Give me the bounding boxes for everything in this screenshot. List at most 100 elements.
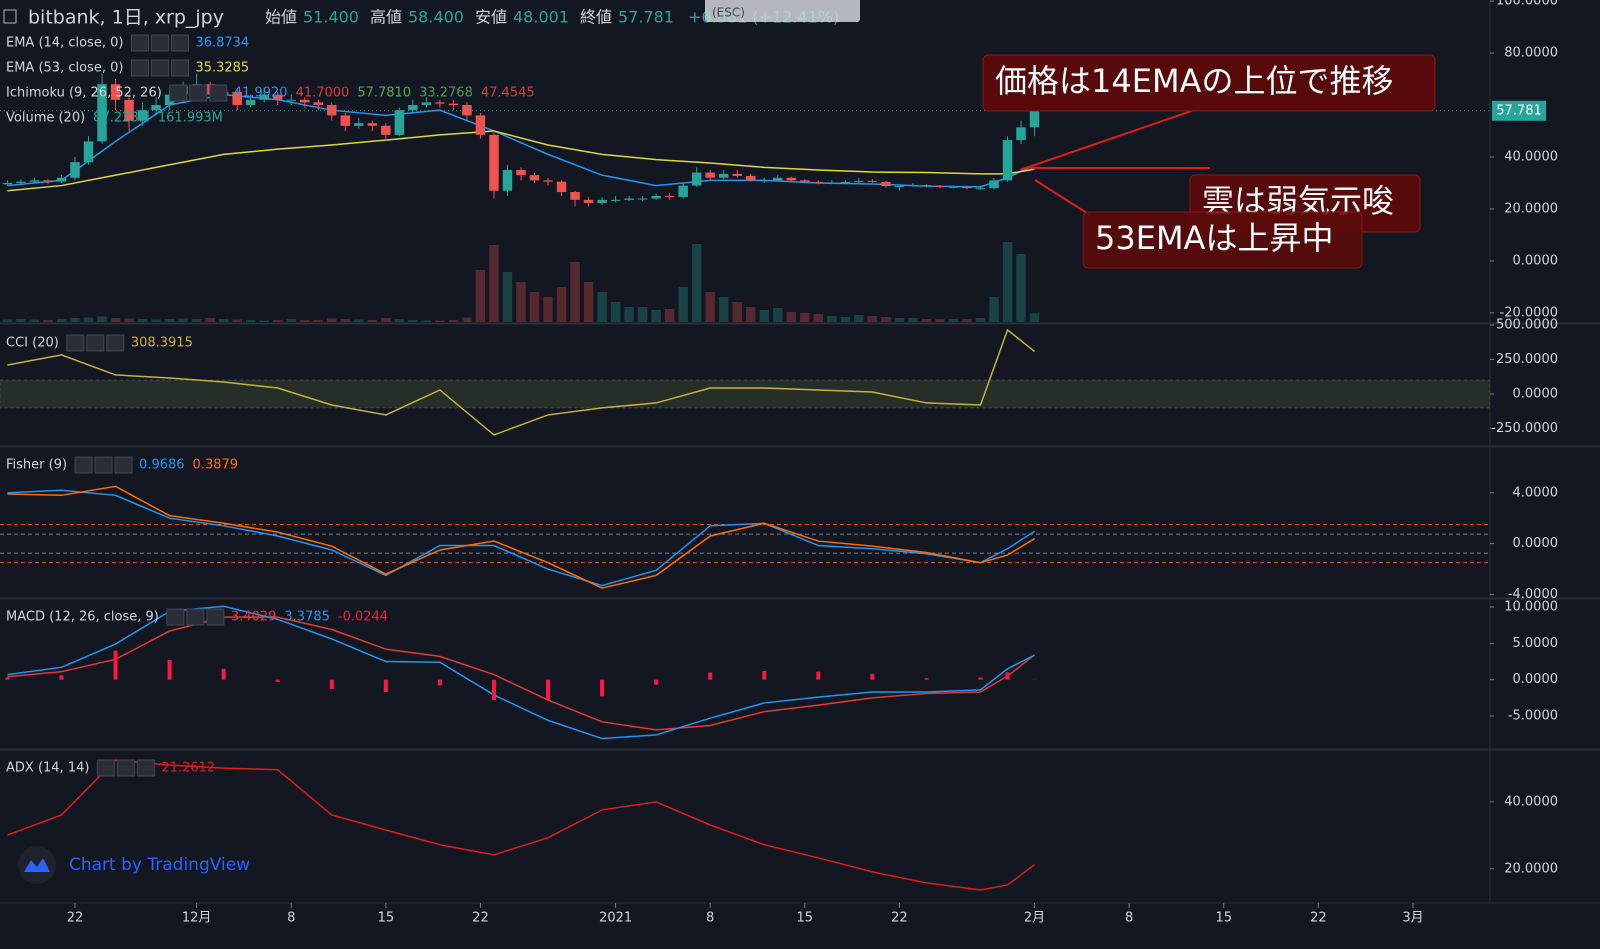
legend-control[interactable] bbox=[130, 34, 149, 52]
legend-control[interactable] bbox=[94, 456, 113, 474]
volume-bar bbox=[381, 318, 391, 322]
legend-name: EMA (53, close, 0) bbox=[6, 61, 123, 76]
legend-control[interactable] bbox=[66, 334, 85, 352]
last-price-box bbox=[1492, 100, 1546, 121]
legend-control[interactable] bbox=[130, 59, 149, 77]
histogram-bar bbox=[978, 677, 983, 680]
candle-body bbox=[678, 185, 688, 197]
volume-bar bbox=[205, 318, 215, 322]
x-tick-label: 8 bbox=[1125, 911, 1133, 926]
candle-body bbox=[800, 180, 810, 182]
histogram-bar bbox=[600, 679, 605, 697]
volume-bar bbox=[245, 320, 256, 322]
volume-bar bbox=[178, 318, 188, 322]
candle-body bbox=[489, 134, 499, 191]
legend-control[interactable] bbox=[150, 34, 169, 52]
legend-control[interactable] bbox=[170, 34, 189, 52]
volume-bar bbox=[516, 282, 526, 322]
legend-value: 0.3879 bbox=[193, 458, 239, 473]
volume-bar bbox=[43, 320, 53, 322]
ohlc-value: 48.001 bbox=[513, 8, 569, 27]
watermark-logo[interactable] bbox=[18, 846, 56, 884]
legend-value: 47.4545 bbox=[481, 86, 535, 101]
histogram-bar bbox=[654, 679, 659, 685]
histogram-bar bbox=[383, 679, 388, 693]
candle-body bbox=[110, 84, 121, 100]
legend-control[interactable] bbox=[189, 84, 208, 102]
y-tick-label: -20.0000 bbox=[1500, 305, 1558, 320]
legend-control[interactable] bbox=[116, 759, 135, 777]
candle-body bbox=[529, 175, 540, 181]
legend-control[interactable] bbox=[206, 608, 225, 626]
volume-bar bbox=[300, 320, 310, 322]
legend-control[interactable] bbox=[209, 84, 228, 102]
annotation-text: 価格は14EMAの上位で推移 bbox=[995, 62, 1393, 100]
candle-body bbox=[56, 177, 67, 182]
candle-body bbox=[340, 115, 351, 126]
symbol-title: bitbank, 1日, xrp_jpy bbox=[28, 7, 224, 29]
y-tick-label: -5.0000 bbox=[1508, 709, 1558, 724]
volume-bar bbox=[286, 319, 296, 322]
candle-body bbox=[408, 104, 418, 111]
histogram-bar bbox=[5, 677, 10, 680]
candle-body bbox=[43, 180, 53, 182]
histogram-bar bbox=[816, 671, 821, 680]
legend-control[interactable] bbox=[186, 608, 205, 626]
pane bbox=[7, 759, 1036, 891]
x-tick-label: 2021 bbox=[599, 911, 632, 926]
candle-body bbox=[556, 181, 567, 193]
y-tick-label: 40.0000 bbox=[1504, 149, 1558, 164]
indicator-line bbox=[7, 328, 1036, 436]
candle-body bbox=[732, 173, 742, 176]
legend-control[interactable] bbox=[169, 84, 188, 102]
candle-body bbox=[543, 180, 553, 182]
legend-control[interactable] bbox=[166, 608, 185, 626]
volume-bar bbox=[1016, 254, 1026, 322]
histogram-bar bbox=[708, 672, 713, 680]
volume-bar bbox=[2, 319, 13, 322]
ohlc-value: 58.400 bbox=[408, 8, 464, 27]
histogram-bar bbox=[437, 679, 442, 686]
legend-name: ADX (14, 14) bbox=[6, 761, 89, 776]
histogram-bar bbox=[762, 670, 767, 680]
y-tick-label: 5.0000 bbox=[1513, 636, 1559, 651]
legend-control[interactable] bbox=[96, 759, 115, 777]
legend-value: 35.3285 bbox=[195, 61, 249, 76]
volume-bar bbox=[83, 317, 94, 322]
volume-bar bbox=[29, 319, 40, 322]
candle-body bbox=[1029, 110, 1040, 128]
candle-body bbox=[840, 181, 851, 183]
watermark[interactable]: Chart by TradingView bbox=[69, 855, 250, 875]
candle-body bbox=[124, 99, 134, 121]
volume-bar bbox=[502, 272, 513, 322]
annotations: 価格は14EMAの上位で推移 雲は弱気示唆 53EMAは上昇中 bbox=[982, 54, 1436, 269]
legend-control[interactable] bbox=[114, 456, 133, 474]
candle-body bbox=[16, 181, 26, 183]
volume-bar bbox=[935, 319, 945, 322]
volume-bar bbox=[894, 318, 905, 322]
legend-control[interactable] bbox=[74, 456, 93, 474]
ohlc-value: 51.400 bbox=[303, 8, 359, 27]
collapse-icon[interactable] bbox=[3, 9, 17, 24]
legend-control[interactable] bbox=[170, 59, 189, 77]
volume-bar bbox=[867, 316, 878, 322]
y-tick-label: 40.0000 bbox=[1504, 794, 1558, 809]
volume-bar bbox=[786, 312, 797, 322]
candle-body bbox=[70, 162, 80, 178]
candle-body bbox=[327, 104, 337, 116]
legend-control[interactable] bbox=[136, 759, 155, 777]
volume-bar bbox=[718, 297, 729, 322]
volume-bar bbox=[327, 318, 337, 322]
legend-control[interactable] bbox=[86, 334, 105, 352]
watermark-logo-mark bbox=[24, 858, 50, 872]
y-tick-label: 0.0000 bbox=[1513, 536, 1559, 551]
candle-body bbox=[935, 186, 945, 188]
legend-control[interactable] bbox=[106, 334, 125, 352]
ohlc-label: 始値 bbox=[265, 8, 297, 27]
volume-bar bbox=[651, 310, 661, 322]
legend-control[interactable] bbox=[150, 59, 169, 77]
candle-body bbox=[97, 84, 107, 142]
volume-bar bbox=[354, 319, 364, 322]
candle-body bbox=[827, 182, 837, 184]
candle-body bbox=[137, 110, 148, 121]
